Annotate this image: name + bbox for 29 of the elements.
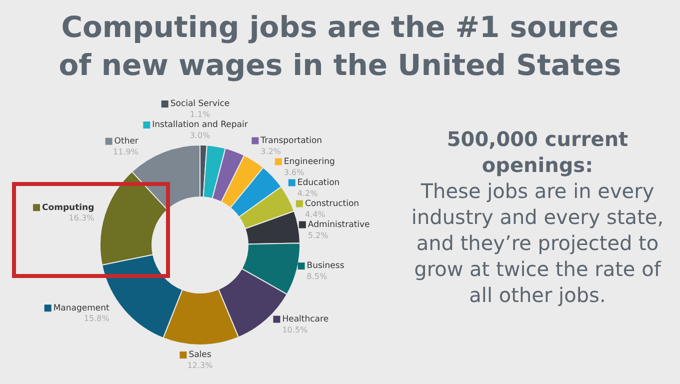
legend-label: Administrative [308, 220, 370, 230]
legend-label: Other [114, 136, 139, 147]
data-label: 15.8% [84, 314, 110, 324]
data-label: 12.3% [187, 361, 214, 370]
data-label: 3.6% [284, 168, 305, 177]
data-label: 16.3% [68, 214, 95, 223]
legend-label: Installation and Repair [152, 120, 248, 130]
text: These jobs are in every industry and every state, and they’re projected to grow at twice the rate of all other jobs. [410, 178, 665, 308]
legend-label: Business [306, 261, 345, 272]
legend-label: Transportation [260, 136, 322, 146]
data-label: 5.2% [308, 230, 329, 240]
data-label: 10.5% [282, 325, 308, 334]
legend-label: Healthcare [282, 314, 329, 324]
data-label: 11.9% [113, 147, 139, 156]
data-label: 3.2% [260, 146, 282, 156]
data-label: 4.2% [297, 188, 318, 198]
data-label: 1.1% [190, 110, 211, 120]
text: 500,000 current openings: [446, 126, 630, 178]
legend-label: Computing [42, 202, 94, 213]
legend-label: Education [297, 178, 340, 188]
data-label: 8.5% [306, 272, 328, 282]
legend-label: Sales [188, 350, 212, 360]
legend-label: Management [53, 303, 110, 314]
data-label: 4.4% [304, 210, 326, 219]
legend-label: Engineering [284, 156, 335, 167]
chart-title: Computing jobs are the #1 source of new wages in the United States [58, 9, 622, 84]
legend-label: Construction [304, 198, 360, 209]
legend-label: Social Service [170, 99, 230, 110]
data-label: 3.0% [190, 131, 211, 140]
